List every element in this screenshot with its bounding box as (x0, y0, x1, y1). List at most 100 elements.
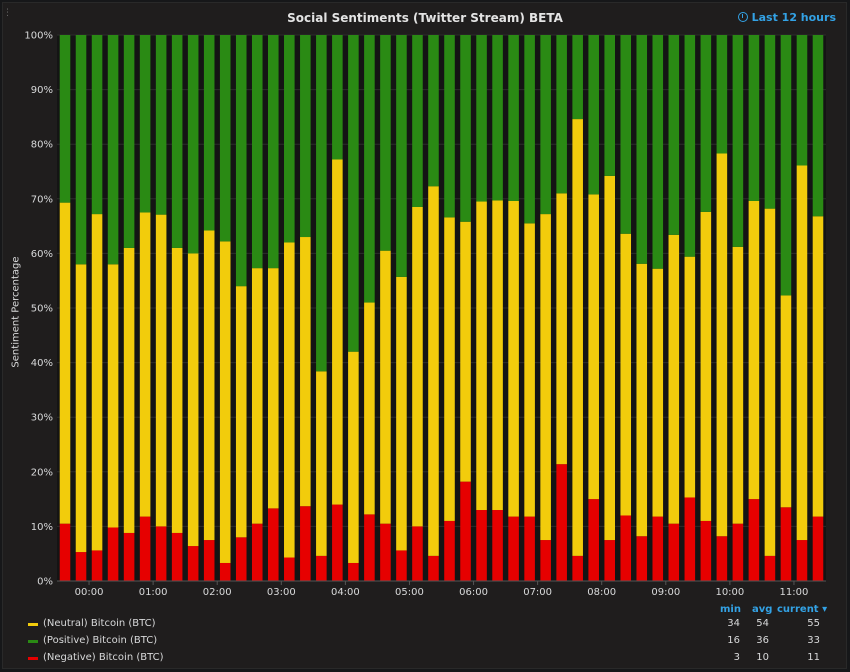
bar-negative (300, 506, 311, 581)
legend-swatch-positive[interactable] (28, 640, 38, 643)
bar-neutral (412, 206, 423, 527)
x-tick-label: 10:00 (715, 587, 744, 598)
bar-neutral (508, 200, 519, 517)
legend-header-min[interactable]: min (720, 604, 741, 615)
bar-negative (540, 540, 551, 581)
legend-name: (Positive) Bitcoin (BTC) (43, 635, 158, 646)
bar-neutral (75, 264, 87, 553)
bar-negative (700, 520, 712, 581)
bar-negative (396, 550, 407, 581)
bar-negative (476, 510, 487, 581)
bar-neutral (476, 201, 487, 511)
legend-swatch-neutral[interactable] (28, 623, 38, 626)
bar-neutral (444, 217, 455, 521)
bar-negative (139, 516, 151, 581)
y-tick-label: 20% (31, 467, 53, 478)
bar-positive (684, 35, 696, 257)
y-axis-label: Sentiment Percentage (10, 256, 22, 368)
y-tick-label: 40% (31, 358, 53, 369)
bar-neutral (652, 268, 664, 517)
stacked-bar-chart[interactable]: 0% 10% 20% 30% 40% 50% 60% 70% 80% 90% 100% 00:00 01… (0, 0, 850, 600)
bar-positive (396, 35, 407, 277)
bar-positive (620, 35, 632, 234)
bar-negative (668, 523, 680, 581)
x-tick-label: 11:00 (780, 587, 809, 598)
bar-negative (636, 536, 648, 581)
bar-neutral (636, 263, 648, 537)
bar-neutral (620, 233, 632, 516)
legend-avg: 10 (756, 652, 769, 663)
bar-neutral (428, 186, 439, 556)
bar-negative (187, 546, 199, 581)
x-tick-label: 02:00 (203, 587, 232, 598)
bar-neutral (203, 230, 215, 541)
bar-positive (748, 35, 760, 201)
bar-negative (604, 540, 615, 581)
bar-negative (556, 464, 567, 581)
drag-handle-icon[interactable]: ⋮ (3, 8, 12, 18)
legend-swatch-negative[interactable] (28, 657, 38, 660)
bar-positive (364, 35, 375, 303)
bar-negative (524, 516, 535, 581)
bar-positive (572, 35, 583, 120)
bar-neutral (59, 202, 71, 524)
bar-neutral (764, 208, 776, 556)
clock-icon (737, 12, 748, 22)
y-tick-label: 60% (31, 249, 53, 260)
bar-positive (107, 35, 119, 265)
bar-neutral (219, 241, 231, 563)
bar-neutral (668, 234, 680, 524)
bar-positive (380, 35, 391, 251)
legend-avg: 54 (756, 618, 769, 629)
bar-positive (556, 35, 567, 194)
bar-neutral (316, 371, 327, 556)
bar-negative (123, 532, 135, 581)
bar-positive (267, 35, 279, 269)
legend-name: (Negative) Bitcoin (BTC) (43, 652, 164, 663)
bar-negative (444, 520, 455, 581)
bar-neutral (748, 200, 760, 500)
bar-neutral (604, 175, 615, 541)
bar-positive (508, 35, 519, 201)
legend-header-avg[interactable]: avg (752, 604, 773, 615)
bar-negative (235, 537, 247, 581)
legend-row-negative[interactable]: (Negative) Bitcoin (BTC) 3 10 11 (28, 651, 828, 667)
bar-positive (235, 35, 247, 287)
bar-neutral (91, 214, 103, 551)
bar-neutral (267, 268, 279, 509)
bar-negative (267, 508, 279, 581)
x-tick-label: 09:00 (651, 587, 680, 598)
bar-neutral (524, 223, 535, 517)
bar-neutral (364, 302, 375, 515)
legend-header-current[interactable]: current ▾ (777, 604, 828, 615)
bar-negative (652, 516, 664, 581)
legend-min: 3 (733, 652, 740, 663)
bar-positive (780, 35, 792, 296)
y-tick-label: 80% (31, 140, 53, 151)
y-tick-label: 70% (31, 194, 53, 205)
bar-negative (684, 497, 696, 581)
bar-neutral (460, 221, 471, 482)
bar-negative (412, 526, 423, 581)
bar-neutral (284, 242, 295, 558)
bar-negative (748, 499, 760, 581)
bar-positive (588, 35, 599, 195)
bar-positive (316, 35, 327, 372)
bar-negative (508, 516, 519, 581)
panel-title[interactable]: Social Sentiments (Twitter Stream) BETA (287, 11, 563, 25)
bar-negative (764, 555, 776, 581)
legend-row-neutral[interactable]: (Neutral) Bitcoin (BTC) 34 54 55 (28, 617, 828, 633)
bar-positive (524, 35, 535, 224)
bar-negative (716, 536, 728, 581)
bar-negative (203, 540, 215, 581)
x-tick-label: 05:00 (395, 587, 424, 598)
bar-positive (412, 35, 423, 207)
time-range-button[interactable]: Last 12 hours (737, 11, 836, 24)
bar-neutral (187, 253, 199, 547)
bar-neutral (796, 165, 808, 541)
legend-row-positive[interactable]: (Positive) Bitcoin (BTC) 16 36 33 (28, 634, 828, 650)
bar-positive (668, 35, 680, 235)
y-tick-label: 0% (37, 577, 53, 588)
bar-neutral (380, 250, 391, 524)
bar-positive (732, 35, 744, 247)
